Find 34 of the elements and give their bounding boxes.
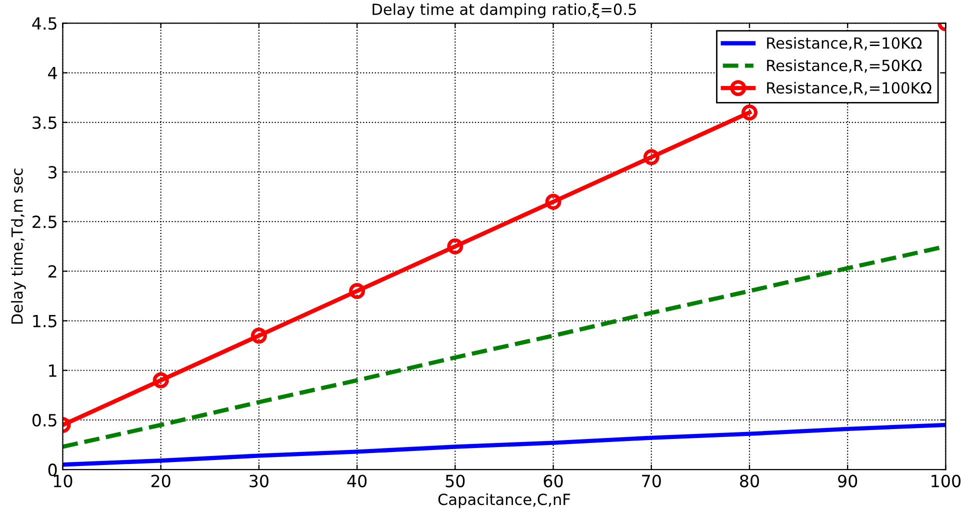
x-tick-label: 80 xyxy=(740,474,759,488)
x-tick-label: 90 xyxy=(838,474,858,488)
legend-label: Resistance,R,=50KΩ xyxy=(767,59,922,73)
y-tick-label: 4 xyxy=(48,66,57,80)
y-tick-label: 0 xyxy=(48,464,57,476)
y-tick-label: 1 xyxy=(49,364,56,377)
point xyxy=(643,149,660,166)
x-tick-label: 40 xyxy=(347,474,367,488)
point xyxy=(545,194,562,210)
x-tick-label: 70 xyxy=(642,474,661,488)
x-tick-label: 30 xyxy=(250,474,268,488)
line-series xyxy=(62,422,946,467)
point xyxy=(447,238,464,254)
x-tick-label: 10 xyxy=(54,474,72,488)
point xyxy=(250,328,267,344)
x-tick-label: 100 xyxy=(932,474,960,488)
x-tick-label: 20 xyxy=(151,474,170,488)
point xyxy=(742,104,758,120)
legend-label: Resistance,R,=100KΩ xyxy=(767,82,932,96)
x-tick-label: 50 xyxy=(446,474,465,488)
x-tick-label: 60 xyxy=(544,474,563,488)
y-tick-label: 2 xyxy=(48,265,56,278)
y-tick-label: 3 xyxy=(48,166,57,179)
x-axis-title: Capacitance,C,nF xyxy=(438,493,570,508)
y-tick-label: 0.5 xyxy=(32,414,56,427)
y-tick-label: 1.5 xyxy=(33,314,56,328)
y-tick-label: 3.5 xyxy=(32,116,56,129)
chart-title: Delay time at damping ratio,ξ=0.5 xyxy=(372,3,636,18)
y-tick-label: 2.5 xyxy=(32,216,56,228)
legend-label: Resistance,R,=10KΩ xyxy=(767,36,922,50)
y-tick-label: 4.5 xyxy=(32,17,56,30)
point xyxy=(349,283,366,300)
y-axis-title: Delay time,Td,m sec xyxy=(11,168,26,324)
point xyxy=(152,372,169,388)
